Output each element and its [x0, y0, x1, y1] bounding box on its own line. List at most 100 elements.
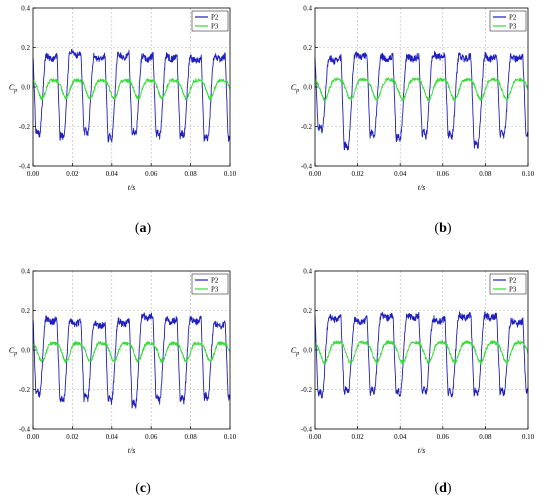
subplot-caption: (d): [434, 481, 451, 496]
series-line-p3: [32, 78, 231, 101]
series-line-p2: [314, 50, 529, 151]
legend-label-p3: P3: [509, 286, 517, 294]
x-tick-label: 0.02: [351, 170, 364, 178]
y-axis-label: Cp: [9, 346, 17, 357]
subplot-c: 0.00 0.02 0.04 0.06 0.08 0.10 -0.4 -0.2 0.0 0.2 0.…: [9, 268, 237, 497]
legend-label-p3: P3: [211, 23, 219, 31]
caption-letter: b: [439, 221, 447, 236]
y-tick-label: 0.2: [21, 307, 30, 315]
subplot-d: 0.00 0.02 0.04 0.06 0.08 0.10 -0.4 -0.2 0.0 0.2 0.…: [291, 268, 535, 497]
y-axis-label-subscript: p: [13, 351, 17, 357]
x-tick-label: 0.00: [27, 433, 40, 441]
x-tick-label: 0.06: [437, 433, 450, 441]
legend-box: [489, 273, 527, 295]
caption-close-paren: ): [447, 481, 452, 496]
y-tick-label: 0.4: [21, 268, 30, 276]
y-axis-label-main: C: [9, 346, 15, 355]
legend-box: [489, 10, 527, 32]
x-tick-label: 0.08: [184, 170, 197, 178]
subplot-caption: (c): [135, 481, 151, 496]
caption-open-paren: (: [434, 221, 439, 236]
legend-label-p3: P3: [509, 23, 517, 31]
caption-letter: c: [140, 481, 146, 496]
x-tick-label: 0.04: [394, 170, 407, 178]
y-tick-label: -0.4: [301, 163, 313, 171]
x-tick-label: 0.00: [27, 170, 40, 178]
y-tick-label: 0.4: [303, 268, 312, 276]
y-axis-label-main: C: [291, 346, 297, 355]
legend-label-p2: P2: [509, 277, 517, 285]
x-tick-label: 0.00: [309, 433, 322, 441]
subplot-a: 0.00 0.02 0.04 0.06 0.08 0.10 -0.4 -0.2 0.0 0.2 0.…: [9, 5, 237, 237]
x-tick-label: 0.10: [522, 170, 535, 178]
y-axis-label-main: C: [9, 83, 15, 92]
x-axis-label: t/s: [418, 183, 426, 192]
caption-open-paren: (: [434, 481, 439, 496]
x-tick-label: 0.08: [184, 433, 197, 441]
y-tick-label: 0.2: [21, 44, 30, 52]
caption-letter: a: [140, 221, 147, 236]
y-tick-label: 0.0: [303, 347, 312, 355]
x-tick-label: 0.06: [145, 170, 158, 178]
x-axis-label: t/s: [128, 183, 136, 192]
y-tick-label: -0.4: [19, 163, 31, 171]
series-line-p2: [32, 312, 231, 409]
series-line-p2: [314, 311, 529, 399]
series-line-p3: [314, 340, 529, 365]
caption-close-paren: ): [146, 481, 151, 496]
x-tick-label: 0.08: [479, 433, 492, 441]
series-line-p2: [32, 48, 231, 143]
x-tick-label: 0.02: [66, 170, 79, 178]
series-line-p3: [32, 341, 231, 364]
legend-box: [191, 10, 229, 32]
x-tick-label: 0.10: [224, 433, 237, 441]
y-axis-label: Cp: [291, 346, 299, 357]
y-axis-label-subscript: p: [295, 351, 299, 357]
y-tick-label: 0.0: [303, 84, 312, 92]
subplot-b: 0.00 0.02 0.04 0.06 0.08 0.10 -0.4 -0.2 0.0 0.2 0.…: [291, 5, 535, 237]
caption-close-paren: ): [147, 221, 152, 236]
caption-open-paren: (: [135, 221, 140, 236]
x-tick-label: 0.02: [66, 433, 79, 441]
y-tick-label: 0.4: [21, 5, 30, 13]
y-axis-label-subscript: p: [13, 88, 17, 94]
y-tick-label: 0.0: [21, 347, 30, 355]
y-tick-label: 0.2: [303, 307, 312, 315]
caption-letter: d: [439, 481, 447, 496]
x-tick-label: 0.00: [309, 170, 322, 178]
legend-label-p2: P2: [211, 277, 219, 285]
x-tick-label: 0.10: [224, 170, 237, 178]
x-axis-label: t/s: [418, 446, 426, 455]
legend-label-p3: P3: [211, 286, 219, 294]
series-line-p3: [314, 77, 529, 102]
y-axis-label: Cp: [9, 83, 17, 94]
x-tick-label: 0.06: [145, 433, 158, 441]
y-axis-label-main: C: [291, 83, 297, 92]
y-tick-label: -0.4: [19, 426, 31, 434]
x-tick-label: 0.04: [106, 433, 119, 441]
y-tick-label: 0.0: [21, 84, 30, 92]
subplot-caption: (a): [135, 221, 152, 236]
legend-box: [191, 273, 229, 295]
caption-close-paren: ): [447, 221, 452, 236]
y-tick-label: -0.4: [301, 426, 313, 434]
y-tick-label: -0.2: [19, 123, 31, 131]
x-tick-label: 0.10: [522, 433, 535, 441]
x-tick-label: 0.04: [106, 170, 119, 178]
x-axis-label: t/s: [128, 446, 136, 455]
caption-open-paren: (: [135, 481, 140, 496]
y-axis-label-subscript: p: [295, 88, 299, 94]
x-tick-label: 0.02: [351, 433, 364, 441]
y-axis-label: Cp: [291, 83, 299, 94]
y-tick-label: 0.4: [303, 5, 312, 13]
legend-label-p2: P2: [211, 14, 219, 22]
x-tick-label: 0.04: [394, 433, 407, 441]
legend-label-p2: P2: [509, 14, 517, 22]
x-tick-label: 0.08: [479, 170, 492, 178]
y-tick-label: 0.2: [303, 44, 312, 52]
y-tick-label: -0.2: [301, 123, 313, 131]
subplot-caption: (b): [434, 221, 451, 236]
x-tick-label: 0.06: [437, 170, 450, 178]
y-tick-label: -0.2: [19, 386, 31, 394]
